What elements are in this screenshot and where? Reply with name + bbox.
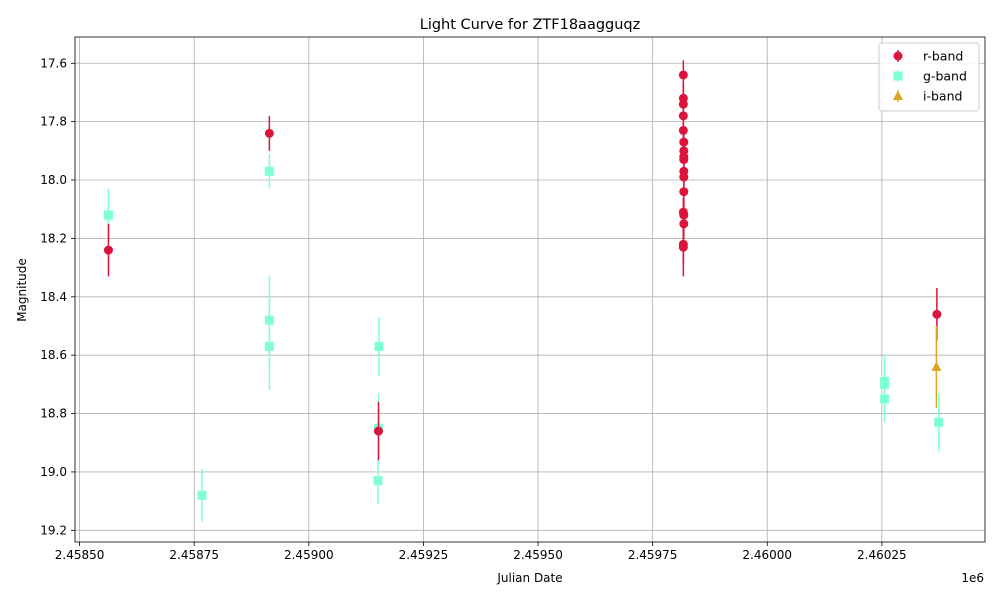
x-tick-label: 2.45925 (399, 548, 449, 562)
x-axis-ticks: 2.45850 2.45875 2.45900 2.45925 2.45950 2.459… (55, 542, 907, 562)
legend-i-band-label: i-band (923, 89, 962, 104)
r-band-point (679, 137, 689, 147)
x-tick-label: 2.46000 (742, 548, 792, 562)
legend: r-band g-band i-band (878, 42, 980, 112)
r-band-point (678, 111, 688, 121)
r-band-point (932, 309, 942, 319)
y-tick-label: 18.0 (40, 173, 67, 187)
grid-lines (75, 37, 985, 542)
g-band-point (374, 341, 384, 351)
r-band-point (678, 99, 688, 109)
legend-r-band-marker (893, 51, 903, 61)
y-tick-label: 18.8 (40, 407, 67, 421)
r-band-point (679, 219, 689, 229)
x-axis-offset-label: 1e6 (961, 571, 984, 585)
y-tick-label: 18.2 (40, 231, 67, 245)
r-band-point (678, 70, 688, 80)
g-band-point (934, 417, 944, 427)
y-tick-label: 19.2 (40, 523, 67, 537)
x-tick-label: 2.45900 (284, 548, 334, 562)
x-tick-label: 2.45875 (169, 548, 219, 562)
y-axis-label: Magnitude (15, 258, 29, 322)
r-band-point (264, 128, 274, 138)
g-band-point (264, 166, 274, 176)
x-tick-label: 2.45975 (628, 548, 678, 562)
g-band-point (197, 490, 207, 500)
legend-frame (878, 42, 980, 112)
r-band-point (373, 426, 383, 436)
g-band-point (880, 394, 890, 404)
legend-r-band-label: r-band (923, 49, 963, 64)
data-points (103, 60, 944, 522)
g-band-point (880, 379, 890, 389)
y-tick-label: 17.6 (40, 56, 67, 70)
r-band-point (103, 245, 113, 255)
r-band-point (679, 187, 689, 197)
chart-title: Light Curve for ZTF18aagguqz (420, 17, 641, 33)
legend-g-band-marker (893, 71, 903, 81)
x-tick-label: 2.45850 (55, 548, 105, 562)
r-band-point (678, 125, 688, 135)
y-tick-label: 17.8 (40, 115, 67, 129)
g-band-point (264, 315, 274, 325)
y-axis-ticks: 17.6 17.8 18.0 18.2 18.4 18.6 18.8 19.0 19.2 (40, 56, 75, 537)
i-band-point (931, 361, 942, 371)
g-band-point (103, 210, 113, 220)
y-tick-label: 19.0 (40, 465, 67, 479)
plot-area-frame (74, 36, 986, 543)
legend-g-band-label: g-band (923, 69, 967, 84)
legend-i-band-marker (893, 90, 903, 100)
r-band-point (679, 155, 689, 165)
y-tick-label: 18.6 (40, 348, 67, 362)
x-axis-label: Julian Date (496, 571, 562, 585)
x-tick-label: 2.45950 (513, 548, 563, 562)
y-tick-label: 18.4 (40, 290, 67, 304)
g-band-point (373, 476, 383, 486)
r-band-point (679, 210, 689, 220)
g-band-point (264, 341, 274, 351)
r-band-point (678, 242, 688, 252)
x-tick-label: 2.46025 (857, 548, 907, 562)
r-band-point (679, 172, 689, 182)
